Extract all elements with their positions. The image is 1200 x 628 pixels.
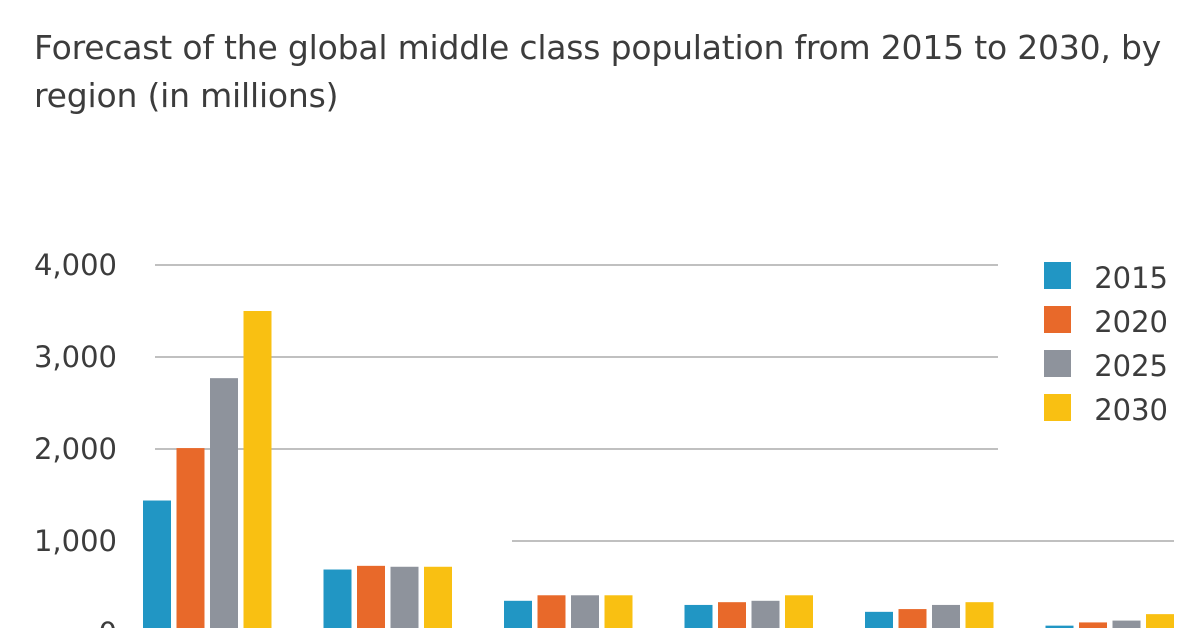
bar-2020-2 [357,565,385,628]
legend-label-2020: 2020 [1094,305,1168,339]
legend-swatch-2030 [1044,394,1071,421]
bar-2025-1 [210,378,238,628]
bar-2015-3 [504,600,532,628]
legend-label-2025: 2025 [1094,349,1168,383]
bar-2015-1 [143,500,171,628]
bar-2025-4 [751,600,780,628]
bar-2025-3 [571,595,599,628]
legend-swatch-2015 [1044,262,1071,289]
chart-title: Forecast of the global middle class popu… [34,28,1162,115]
legend-label-2015: 2015 [1094,261,1168,295]
y-tick-label: 0 [99,616,117,628]
bar-2025-2 [390,566,419,628]
bar-2015-4 [684,604,713,628]
legend-swatch-2020 [1044,306,1071,333]
bar-2020-1 [176,448,205,628]
bar-2025-5 [932,604,960,628]
bar-2020-3 [537,595,566,628]
bar-2020-5 [898,609,927,628]
bar-2015-5 [865,611,893,628]
gridlines [155,264,1174,542]
bar-2020-6 [1079,622,1107,628]
bar-2025-6 [1112,620,1141,628]
bar-2015-6 [1045,625,1074,628]
bar-2030-5 [965,602,994,628]
y-axis-ticks: 0 1,000 2,000 3,000 4,000 [34,248,117,628]
legend-label-2030: 2030 [1094,393,1168,427]
bar-2030-3 [604,595,633,628]
bar-2030-2 [424,566,452,628]
y-tick-label: 1,000 [34,524,117,558]
bar-2030-1 [243,311,272,628]
bar-2030-6 [1146,614,1174,628]
legend: 2015 2020 2025 2030 [1044,261,1168,427]
bar-2015-2 [323,569,352,628]
bar-2030-4 [785,595,813,628]
y-tick-label: 4,000 [34,248,117,282]
bars [143,311,1174,628]
bar-2020-4 [718,602,746,628]
y-tick-label: 2,000 [34,432,117,466]
y-tick-label: 3,000 [34,340,117,374]
legend-swatch-2025 [1044,350,1071,377]
